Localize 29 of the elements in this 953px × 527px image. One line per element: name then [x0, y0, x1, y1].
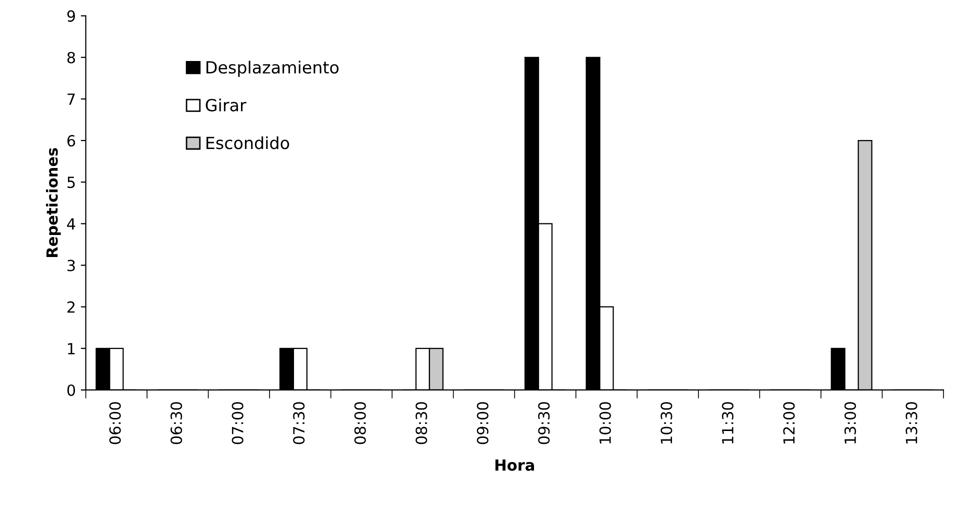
x-axis-title: Hora	[495, 459, 534, 471]
legend-label: Desplazamiento	[206, 60, 339, 77]
legend-label: Escondido	[206, 136, 290, 150]
y-axis-title: Repeticiones	[46, 148, 61, 258]
x-tick-label: 08:00	[354, 402, 366, 444]
y-tick-label: 0	[67, 384, 76, 396]
x-tick-label: 10:00	[599, 402, 611, 444]
x-tick-label: 10:30	[660, 402, 672, 444]
y-tick-label: 3	[67, 260, 75, 272]
x-tick-label: 13:00	[844, 402, 856, 444]
x-tick-label: 12:00	[783, 402, 795, 444]
y-tick-label: 2	[67, 301, 75, 313]
y-tick-label: 4	[67, 218, 76, 230]
x-tick-label: 06:00	[109, 402, 121, 444]
x-tick-label: 13:30	[906, 402, 918, 444]
y-tick-label: 9	[67, 10, 75, 22]
y-tick-label: 6	[67, 135, 76, 147]
x-tick-label: 09:00	[476, 402, 488, 444]
y-tick-label: 5	[68, 176, 75, 188]
legend-label: Girar	[206, 98, 246, 112]
y-tick-label: 8	[67, 52, 75, 64]
y-tick-label: 7	[68, 94, 75, 105]
x-tick-label: 07:00	[232, 402, 244, 444]
x-tick-label: 09:30	[538, 402, 550, 444]
x-tick-label: 06:30	[170, 402, 182, 444]
x-tick-label: 07:30	[293, 402, 305, 444]
x-tick-label: 08:30	[416, 402, 428, 444]
y-tick-label: 1	[68, 343, 75, 354]
x-tick-label: 11:30	[722, 402, 734, 444]
